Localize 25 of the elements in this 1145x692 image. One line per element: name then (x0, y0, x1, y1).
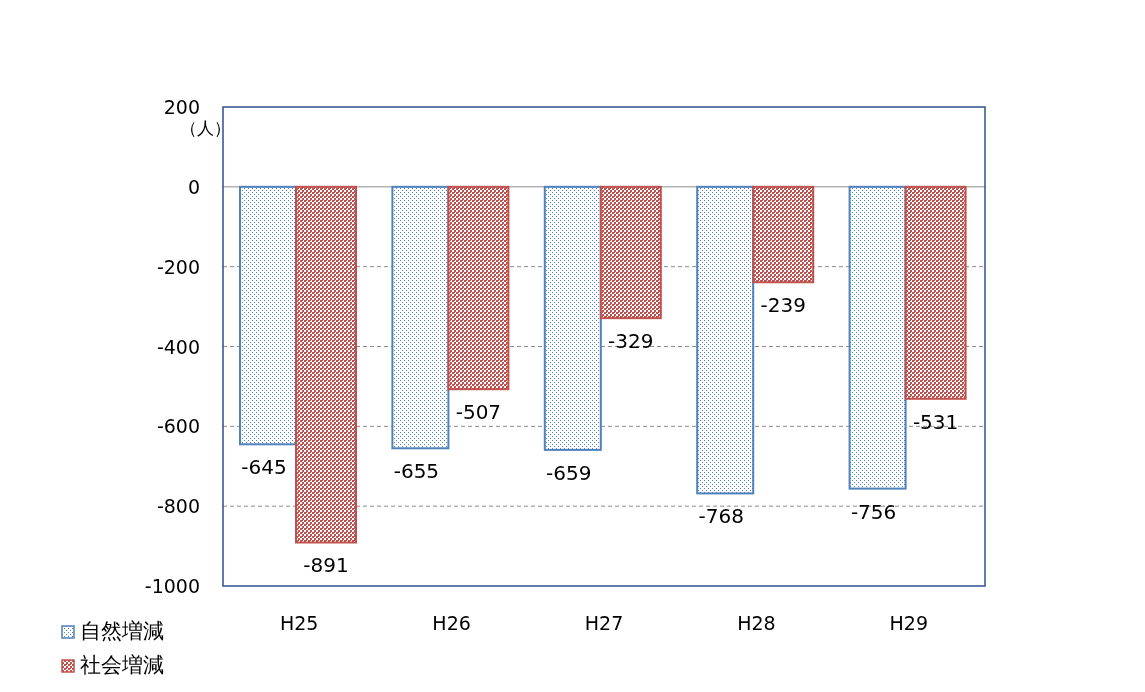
y-tick-label: 0 (187, 175, 200, 198)
legend-label: 自然増減 (80, 619, 164, 643)
data-label: -756 (850, 499, 897, 524)
y-tick-label: -800 (156, 495, 200, 518)
x-tick-label: H26 (432, 612, 471, 634)
y-tick-label: -1000 (144, 575, 200, 597)
data-label: -239 (760, 293, 806, 318)
data-label: -891 (303, 553, 349, 578)
y-tick-label: -600 (156, 415, 200, 438)
x-tick-label: H28 (737, 612, 776, 634)
y-tick-label: 200 (163, 96, 200, 118)
x-tick-label: H25 (279, 612, 319, 634)
data-label: -531 (912, 409, 959, 434)
data-label: -329 (608, 329, 654, 354)
data-label: -659 (546, 460, 592, 485)
data-label: -655 (393, 459, 440, 484)
y-tick-label: -200 (156, 255, 200, 278)
y-axis-title: （人） (180, 118, 231, 138)
x-tick-label: H27 (584, 612, 624, 634)
legend-label: 社会増減 (80, 653, 164, 677)
data-label: -645 (241, 455, 287, 480)
data-label: -507 (455, 400, 502, 425)
y-tick-label: -400 (156, 335, 200, 358)
data-label: -768 (698, 504, 744, 529)
x-tick-label: H29 (889, 612, 929, 634)
